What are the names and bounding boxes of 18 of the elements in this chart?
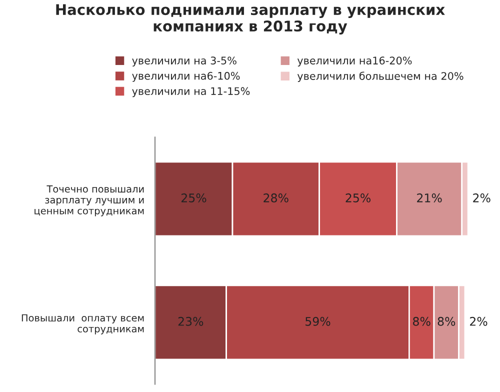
y-tick-label: Повышали оплату всем сотрудникам — [22, 314, 144, 334]
data-label: 28% — [264, 193, 288, 202]
data-label: 25% — [346, 193, 371, 202]
data-label: 2% — [470, 316, 488, 326]
legend-label: увеличили большечем на 20% — [297, 72, 464, 82]
data-label: 59% — [306, 316, 330, 326]
data-label: 8% — [413, 316, 430, 326]
chart-title: Насколько поднимали зарплату в украинских компаниях в 2013 году — [56, 4, 445, 34]
data-label: 23% — [178, 316, 204, 326]
legend-label: увеличили на16-20% — [297, 56, 412, 66]
data-label: 8% — [438, 316, 456, 326]
legend-label: увеличили на 11-15% — [132, 87, 250, 98]
y-tick-label: Точечно повышали зарплату лучшим и ценным сотрудникам — [34, 185, 144, 216]
data-label: 2% — [473, 193, 490, 202]
legend-label: увеличили на 3-5% — [132, 56, 236, 66]
data-label: 25% — [181, 193, 206, 202]
data-label: 21% — [417, 193, 442, 202]
legend-label: увеличили на6-10% — [132, 72, 240, 82]
